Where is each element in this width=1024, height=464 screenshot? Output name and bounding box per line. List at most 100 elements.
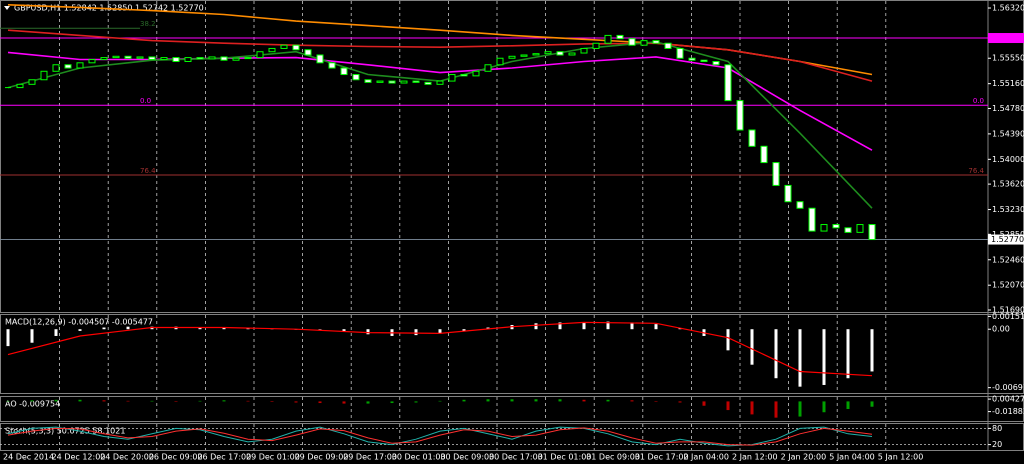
candle <box>820 224 828 232</box>
candle <box>280 44 288 49</box>
candle <box>472 70 480 77</box>
macd-bar <box>462 329 466 331</box>
time-label: 2 Jan 04:00 <box>683 453 729 462</box>
candle <box>592 42 600 49</box>
macd-bar <box>582 322 586 330</box>
candle <box>868 224 876 241</box>
candle <box>40 70 48 81</box>
y-tick-label: -0.018833 <box>992 407 1024 416</box>
macd-bar <box>798 329 802 387</box>
candle <box>172 57 180 62</box>
macd-bar <box>342 329 346 332</box>
current-price-label: 1.52770 <box>991 235 1024 244</box>
ao-bar <box>270 401 274 402</box>
ao-bar <box>486 399 490 402</box>
candle <box>688 57 696 61</box>
candle <box>196 57 204 60</box>
y-tick-label: 1.52070 <box>992 281 1024 290</box>
candle <box>460 74 468 77</box>
macd-bar <box>822 329 826 385</box>
panel-title: MACD(12,26,9) -0.004507 -0.005477 <box>5 318 153 327</box>
y-tick-label: 0.00 <box>992 325 1010 334</box>
y-tick-label: 0.004271 <box>992 395 1024 404</box>
candle <box>640 40 648 46</box>
candle <box>496 57 504 66</box>
macd-bar <box>438 329 442 334</box>
candle <box>424 81 432 85</box>
y-tick-label: 1.51690 <box>992 305 1024 314</box>
macd-bar <box>222 327 226 330</box>
y-tick-label: 20 <box>992 440 1002 449</box>
candle <box>412 80 420 83</box>
candle <box>232 57 240 61</box>
candle <box>796 201 804 209</box>
candle <box>220 56 228 61</box>
ao-bar <box>798 401 802 417</box>
level-tag <box>988 33 1024 44</box>
candle <box>124 55 132 59</box>
macd-bar <box>78 329 82 331</box>
ao-bar <box>678 401 682 403</box>
ao-bar <box>534 399 538 402</box>
candle <box>304 49 312 56</box>
candle <box>448 74 456 82</box>
candle <box>580 47 588 54</box>
ao-bar <box>318 401 322 404</box>
macd-bar <box>30 329 34 343</box>
candle <box>808 207 816 232</box>
macd-bar <box>318 329 322 330</box>
y-tick-label: 1.54000 <box>992 155 1024 164</box>
y-tick-label: 1.54780 <box>992 104 1024 113</box>
candle <box>436 80 444 85</box>
macd-bar <box>6 329 10 347</box>
ao-bar <box>366 401 370 404</box>
time-label: 29 Dec 01:00 <box>246 453 300 462</box>
candle <box>76 62 84 69</box>
y-tick-label: 1.53230 <box>992 205 1024 214</box>
y-tick-label: 1.52460 <box>992 255 1024 264</box>
level-label: 0.0 <box>973 97 984 105</box>
candle <box>388 80 396 84</box>
stoch-signal <box>7 427 873 446</box>
candle <box>556 51 564 56</box>
ao-bar <box>78 399 82 402</box>
ao-bar <box>702 401 706 406</box>
ao-bar <box>294 401 298 403</box>
y-tick-label: 1.55160 <box>992 79 1024 88</box>
ao-bar <box>558 399 562 402</box>
candle <box>88 59 96 64</box>
candle <box>16 83 24 89</box>
level-label: 0.0 <box>140 97 151 105</box>
candle <box>736 100 744 131</box>
macd-bar <box>102 327 106 330</box>
time-label: 30 Dec 17:00 <box>489 453 543 462</box>
candle <box>772 162 780 186</box>
ao-bar <box>54 399 58 402</box>
candle <box>208 56 216 60</box>
ao-bar <box>870 401 874 407</box>
candle <box>364 79 372 83</box>
ao-bar <box>606 399 610 402</box>
macd-bar <box>198 327 202 330</box>
macd-bar <box>846 329 850 379</box>
ao-bar <box>726 401 730 411</box>
time-label: 2 Jan 20:00 <box>781 453 827 462</box>
ao-bar <box>198 400 202 402</box>
ao-bar <box>510 399 514 402</box>
moving-average <box>7 29 873 82</box>
time-label: 30 Dec 09:00 <box>440 453 494 462</box>
ao-bar <box>222 400 226 402</box>
candle <box>52 64 60 72</box>
macd-bar <box>126 326 130 330</box>
candle <box>676 47 684 59</box>
current-price-tag <box>988 234 1024 245</box>
ao-bar <box>822 401 826 413</box>
candle <box>256 51 264 59</box>
macd-bar <box>750 329 754 365</box>
candle <box>136 56 144 59</box>
macd-bar <box>366 329 370 335</box>
y-tick-label: 80 <box>992 424 1002 433</box>
candle <box>700 59 708 62</box>
candle <box>664 42 672 49</box>
candle <box>712 61 720 66</box>
